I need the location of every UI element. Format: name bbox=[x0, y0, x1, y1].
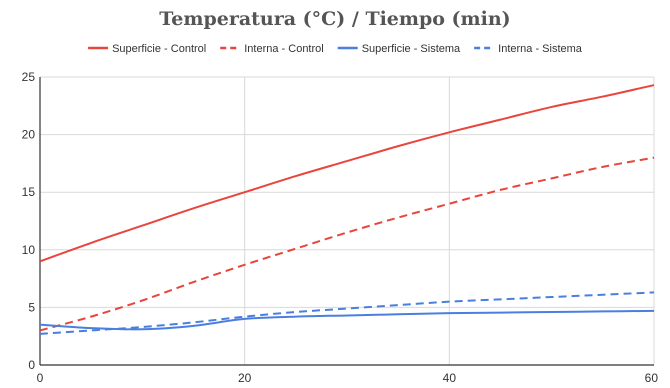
chart-series bbox=[39, 84, 655, 335]
legend-label: Interna - Control bbox=[244, 43, 323, 55]
legend-label: Superficie - Sistema bbox=[362, 43, 461, 55]
x-tick-label: 0 bbox=[37, 371, 44, 385]
y-tick-label: 0 bbox=[28, 358, 35, 372]
series-line-1 bbox=[39, 84, 655, 263]
legend-item[interactable]: Superficie - Control bbox=[88, 43, 206, 55]
y-tick-label: 20 bbox=[22, 128, 36, 142]
legend-label: Superficie - Control bbox=[112, 43, 206, 55]
legend-item[interactable]: Interna - Control bbox=[220, 43, 324, 55]
chart-title: Temperatura (°C) / Tiempo (min) bbox=[159, 8, 510, 30]
y-tick-label: 10 bbox=[22, 243, 36, 257]
series-line-3 bbox=[39, 309, 655, 331]
x-tick-label: 60 bbox=[645, 371, 659, 385]
series-line-2 bbox=[39, 156, 655, 332]
legend-item[interactable]: Interna - Sistema bbox=[474, 43, 583, 55]
legend-label: Interna - Sistema bbox=[498, 43, 583, 55]
y-tick-label: 15 bbox=[22, 185, 36, 199]
chart-gridlines bbox=[40, 76, 655, 365]
series-line-4 bbox=[39, 291, 655, 335]
chart-legend: Superficie - Control Interna - Control Sup… bbox=[88, 43, 583, 55]
x-tick-label: 20 bbox=[238, 371, 252, 385]
x-tick-label: 40 bbox=[443, 371, 457, 385]
legend-item[interactable]: Superficie - Sistema bbox=[337, 43, 461, 55]
y-tick-label: 25 bbox=[22, 70, 36, 84]
chart-tick-labels: 0 5 10 15 20 25 0 20 40 60 bbox=[22, 70, 659, 385]
y-tick-label: 5 bbox=[28, 300, 35, 314]
chart-axes bbox=[39, 77, 654, 366]
